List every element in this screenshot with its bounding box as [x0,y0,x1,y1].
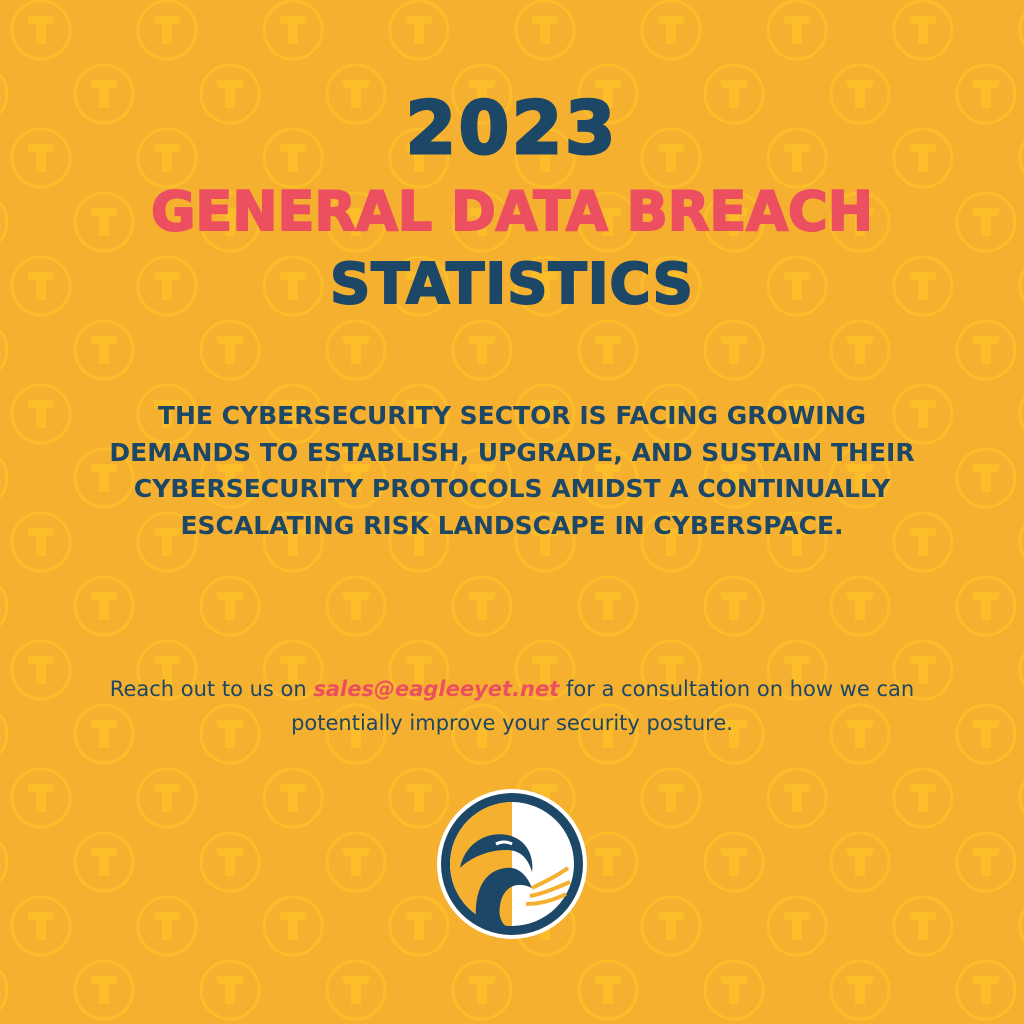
eagle-logo-icon [437,789,587,939]
contact-prefix: Reach out to us on [109,677,314,701]
headline-year: 2023 [404,85,619,172]
headline-statistics: STATISTICS [329,251,695,318]
contact-text: Reach out to us on sales@eagleeyet.net f… [90,672,934,740]
contact-suffix: for a consultation on how we can potenti… [291,677,915,735]
headline-subtitle: GENERAL DATA BREACH [150,179,874,244]
body-text: The cybersecurity sector is facing growi… [109,401,915,540]
email-link[interactable]: sales@eagleeyet.net [313,677,560,701]
